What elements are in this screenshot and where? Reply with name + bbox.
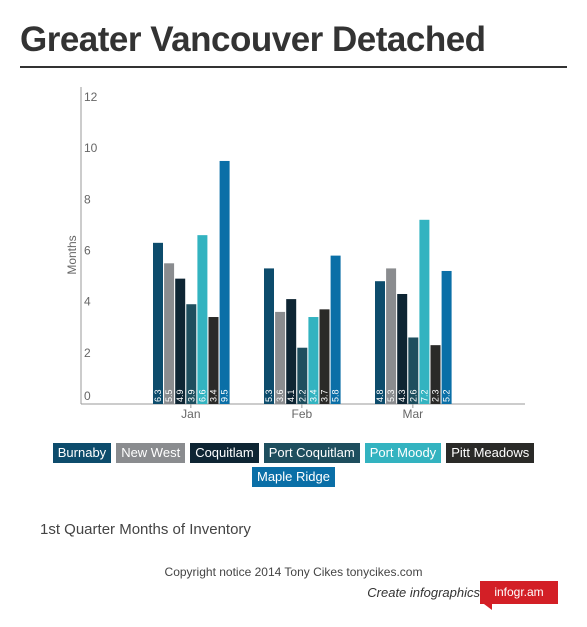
copyright-notice: Copyright notice 2014 Tony Cikes tonycik…	[164, 565, 423, 579]
y-tick-label: 6	[84, 244, 91, 258]
bar-value-label: 5.2	[442, 389, 452, 402]
title-divider	[20, 66, 567, 68]
chart-legend: Burnaby New West Coquitlam Port Coquitlam Po…	[20, 443, 567, 487]
bar	[397, 293, 408, 404]
legend-item[interactable]: Port Coquitlam	[263, 443, 360, 463]
legend-item[interactable]: Coquitlam	[190, 443, 259, 463]
bar	[153, 242, 163, 404]
bar	[330, 255, 341, 404]
bar	[219, 160, 230, 404]
y-tick-label: 8	[84, 192, 91, 206]
legend-item[interactable]: Maple Ridge	[252, 467, 335, 487]
y-tick-label: 12	[84, 90, 98, 104]
chart-title: Greater Vancouver Detached	[20, 20, 486, 59]
bar-value-label: 4.3	[397, 389, 407, 402]
bar	[208, 317, 219, 404]
legend-item[interactable]: New West	[116, 443, 186, 463]
y-tick-label: 10	[84, 141, 98, 155]
y-tick-label: 0	[84, 389, 91, 403]
bar	[197, 235, 208, 404]
bar-value-label: 3.4	[308, 389, 318, 402]
x-tick-label: Jan	[181, 407, 200, 421]
y-tick-label: 2	[84, 346, 91, 360]
bar	[175, 278, 186, 404]
bar-value-label: 3.9	[186, 389, 196, 402]
chart-subtitle: 1st Quarter Months of Inventory	[40, 521, 251, 538]
bar	[308, 317, 319, 404]
bar-value-label: 5.5	[164, 389, 174, 402]
legend-item[interactable]: Pitt Meadows	[446, 443, 535, 463]
bar	[164, 263, 175, 404]
bar-value-label: 6.6	[197, 389, 207, 402]
legend-item[interactable]: Burnaby	[52, 443, 112, 463]
bar	[386, 268, 397, 404]
bar-value-label: 5.8	[331, 389, 341, 402]
bar-value-label: 6.3	[153, 389, 163, 402]
bar-value-label: 5.3	[264, 389, 274, 402]
bar-value-label: 4.8	[375, 389, 385, 402]
infogram-badge-tail	[484, 604, 492, 610]
legend-item[interactable]: Port Moody	[364, 443, 442, 463]
infogram-badge[interactable]: infogr.am	[480, 581, 558, 604]
bar	[375, 281, 385, 404]
bar-value-label: 9.5	[220, 389, 230, 402]
x-tick-label: Feb	[292, 407, 313, 421]
bar-value-label: 5.3	[386, 389, 396, 402]
bar	[297, 347, 308, 404]
bar	[441, 270, 452, 404]
bar-value-label: 3.4	[209, 389, 219, 402]
y-tick-label: 4	[84, 295, 91, 309]
create-infographics-link[interactable]: Create infographics	[367, 585, 480, 600]
bar-value-label: 2.2	[297, 389, 307, 402]
bar-value-label: 4.9	[175, 389, 185, 402]
x-tick-label: Mar	[403, 407, 424, 421]
bar	[186, 304, 197, 404]
bar-value-label: 7.2	[419, 389, 429, 402]
bar	[275, 311, 286, 404]
bar	[319, 309, 330, 404]
bar-value-label: 2.3	[431, 389, 441, 402]
y-axis-label: Months	[65, 235, 79, 274]
bar	[408, 337, 419, 404]
bar	[430, 345, 441, 404]
bar-value-label: 2.6	[408, 389, 418, 402]
bar-value-label: 3.6	[275, 389, 285, 402]
bar	[286, 299, 297, 404]
bar	[419, 219, 430, 404]
bar-value-label: 4.1	[286, 389, 296, 402]
bar-value-label: 3.7	[320, 389, 330, 402]
bar	[264, 268, 274, 404]
